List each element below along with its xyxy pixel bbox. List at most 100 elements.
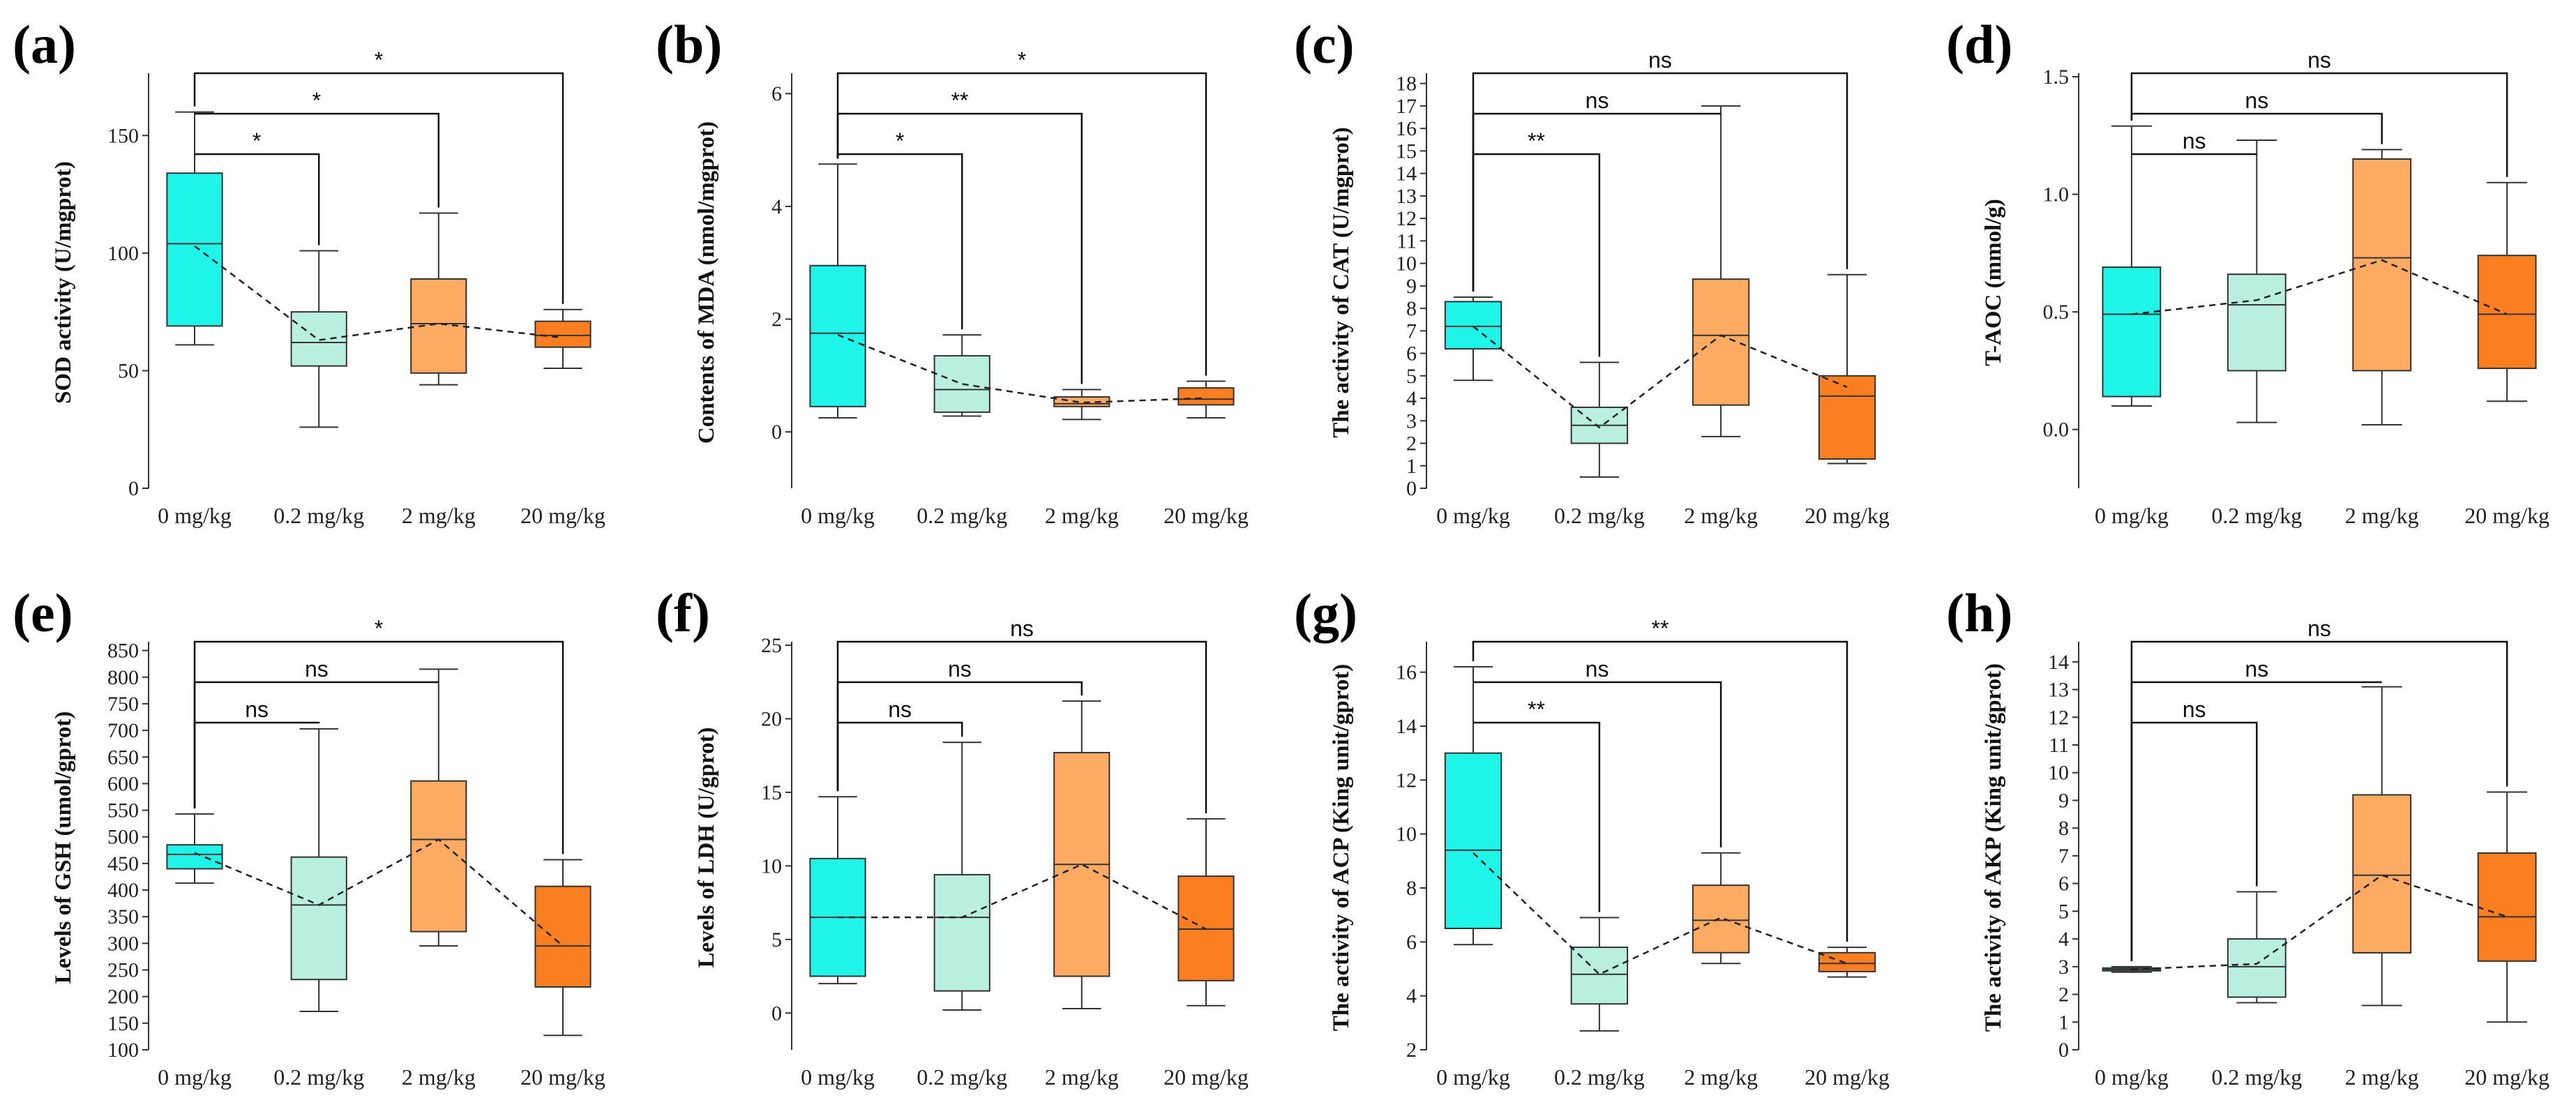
y-tick-label: 200 — [107, 986, 139, 1009]
y-tick-label: 0.5 — [2043, 301, 2070, 324]
y-tick-label: 6 — [1406, 342, 1417, 366]
significance-label: ** — [1652, 616, 1669, 641]
y-tick-label: 18 — [1396, 73, 1417, 96]
box-iqr — [933, 355, 991, 413]
y-tick-label: 4 — [771, 195, 782, 218]
x-tick-label: 20 mg/kg — [520, 503, 605, 528]
y-tick-label: 800 — [107, 666, 139, 689]
x-tick-label: 0.2 mg/kg — [2211, 503, 2302, 528]
panel-b: (b) 0 2 4 6 Contents of MDA (nmol/mgprot) 0 mg… — [656, 14, 1249, 528]
panel-label: (g) — [1294, 582, 1357, 643]
y-axis-label: Contents of MDA (nmol/mgprot) — [694, 121, 719, 444]
box-iqr — [809, 264, 866, 407]
box-20-mg-kg — [1177, 818, 1235, 1007]
box-0-2-mg-kg — [290, 250, 347, 428]
mean-trend-line — [194, 838, 564, 947]
y-tick-label: 550 — [107, 799, 139, 822]
x-tick-label: 0 mg/kg — [1436, 1064, 1510, 1090]
significance-bracket: ns — [836, 616, 1207, 813]
y-tick-label: 7 — [2058, 845, 2069, 868]
box-2-mg-kg — [1053, 700, 1110, 1009]
panel-e: (e) 100 150 200 250 300 350 400 450 500 550 600 650 7… — [13, 582, 605, 1090]
significance-label: ns — [245, 697, 269, 722]
box-0-2-mg-kg — [290, 728, 347, 1013]
x-tick-label: 20 mg/kg — [1163, 503, 1249, 528]
box-iqr — [933, 874, 991, 992]
box-20-mg-kg — [1818, 273, 1876, 465]
y-tick-label: 10 — [2048, 762, 2069, 785]
y-tick-label: 5 — [771, 928, 782, 951]
y-tick-label: 2 — [2058, 984, 2069, 1007]
y-tick-label: 6 — [1406, 931, 1417, 954]
box-iqr — [166, 172, 223, 327]
box-iqr — [2102, 266, 2162, 398]
bracket-line — [1473, 681, 1722, 847]
x-tick-label: 0.2 mg/kg — [1554, 503, 1645, 528]
box-20-mg-kg — [534, 859, 592, 1037]
box-2-mg-kg — [410, 668, 467, 947]
box-0-mg-kg — [1444, 665, 1502, 946]
bracket-line — [1473, 721, 1601, 912]
significance-bracket: ns — [2130, 88, 2383, 144]
significance-bracket: * — [193, 47, 564, 304]
bracket-line — [193, 72, 564, 304]
y-tick-label: 3 — [1406, 409, 1417, 432]
y-tick-label: 700 — [107, 719, 139, 742]
x-tick-label: 0 mg/kg — [158, 1064, 232, 1090]
significance-bracket: ** — [1473, 697, 1601, 912]
x-tick-label: 0 mg/kg — [2095, 503, 2169, 528]
y-tick-label: 250 — [107, 959, 139, 982]
box-2-mg-kg — [410, 212, 467, 386]
significance-label: ns — [1648, 47, 1672, 73]
x-tick-label: 0.2 mg/kg — [273, 1064, 364, 1090]
box-iqr — [1692, 884, 1750, 954]
y-tick-label: 1 — [1406, 455, 1417, 478]
x-tick-label: 2 mg/kg — [1684, 503, 1758, 528]
x-tick-label: 2 mg/kg — [2345, 503, 2419, 528]
box-iqr — [534, 320, 592, 348]
y-tick-label: 300 — [107, 932, 139, 955]
bracket-line — [193, 681, 439, 808]
significance-label: ns — [2245, 656, 2268, 681]
x-tick-label: 20 mg/kg — [520, 1064, 605, 1090]
box-20-mg-kg — [1818, 947, 1876, 978]
y-tick-label: 11 — [2049, 734, 2069, 757]
y-tick-label: 14 — [2048, 651, 2069, 674]
mean-trend-line — [2131, 874, 2508, 971]
y-tick-label: 100 — [107, 242, 139, 265]
significance-label: ns — [2183, 128, 2206, 153]
significance-label: * — [312, 88, 321, 113]
box-2-mg-kg — [2352, 149, 2412, 425]
box-iqr — [2477, 852, 2537, 962]
box-iqr — [2352, 158, 2412, 372]
y-tick-label: 0 — [1406, 477, 1417, 500]
significance-label: ns — [1585, 88, 1609, 113]
panel-label: (f) — [656, 582, 710, 643]
bracket-line — [836, 681, 1083, 792]
y-tick-label: 750 — [107, 693, 139, 716]
x-tick-label: 2 mg/kg — [1045, 1064, 1119, 1090]
significance-bracket: ns — [1472, 47, 1848, 292]
y-tick-label: 650 — [107, 746, 139, 769]
x-tick-label: 2 mg/kg — [1684, 1064, 1758, 1090]
bracket-line — [195, 153, 320, 246]
panel-label: (h) — [1946, 582, 2012, 643]
y-tick-label: 4 — [1406, 985, 1417, 1008]
box-iqr — [2477, 255, 2537, 370]
box-20-mg-kg — [2477, 791, 2537, 1023]
significance-bracket: ns — [2130, 616, 2508, 961]
y-tick-label: 6 — [2058, 873, 2069, 896]
box-0-2-mg-kg — [1570, 917, 1629, 1032]
bracket-line — [1472, 112, 1722, 292]
y-tick-label: 0 — [771, 421, 782, 444]
y-tick-label: 2 — [1406, 1039, 1417, 1062]
bracket-line — [1472, 640, 1848, 942]
y-tick-label: 500 — [107, 826, 139, 849]
y-tick-label: 10 — [1396, 823, 1417, 846]
box-iqr — [1692, 278, 1750, 406]
significance-label: * — [375, 47, 383, 73]
mean-trend-line — [838, 863, 1207, 931]
y-tick-label: 15 — [761, 781, 782, 804]
y-tick-label: 7 — [1406, 319, 1417, 342]
